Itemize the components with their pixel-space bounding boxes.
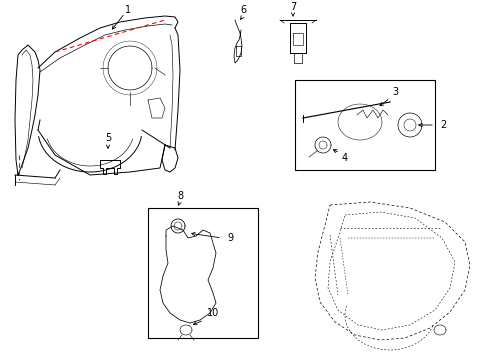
Bar: [294, 80, 434, 170]
Bar: [148, 208, 258, 338]
Text: 7: 7: [289, 2, 296, 12]
Text: 6: 6: [240, 5, 245, 15]
Text: 9: 9: [226, 233, 233, 243]
Text: 8: 8: [177, 191, 183, 201]
Text: 4: 4: [341, 153, 347, 163]
Text: 5: 5: [104, 133, 111, 143]
Text: 3: 3: [391, 87, 397, 97]
Text: 2: 2: [439, 120, 445, 130]
Text: 10: 10: [206, 308, 219, 318]
Text: 1: 1: [124, 5, 131, 15]
